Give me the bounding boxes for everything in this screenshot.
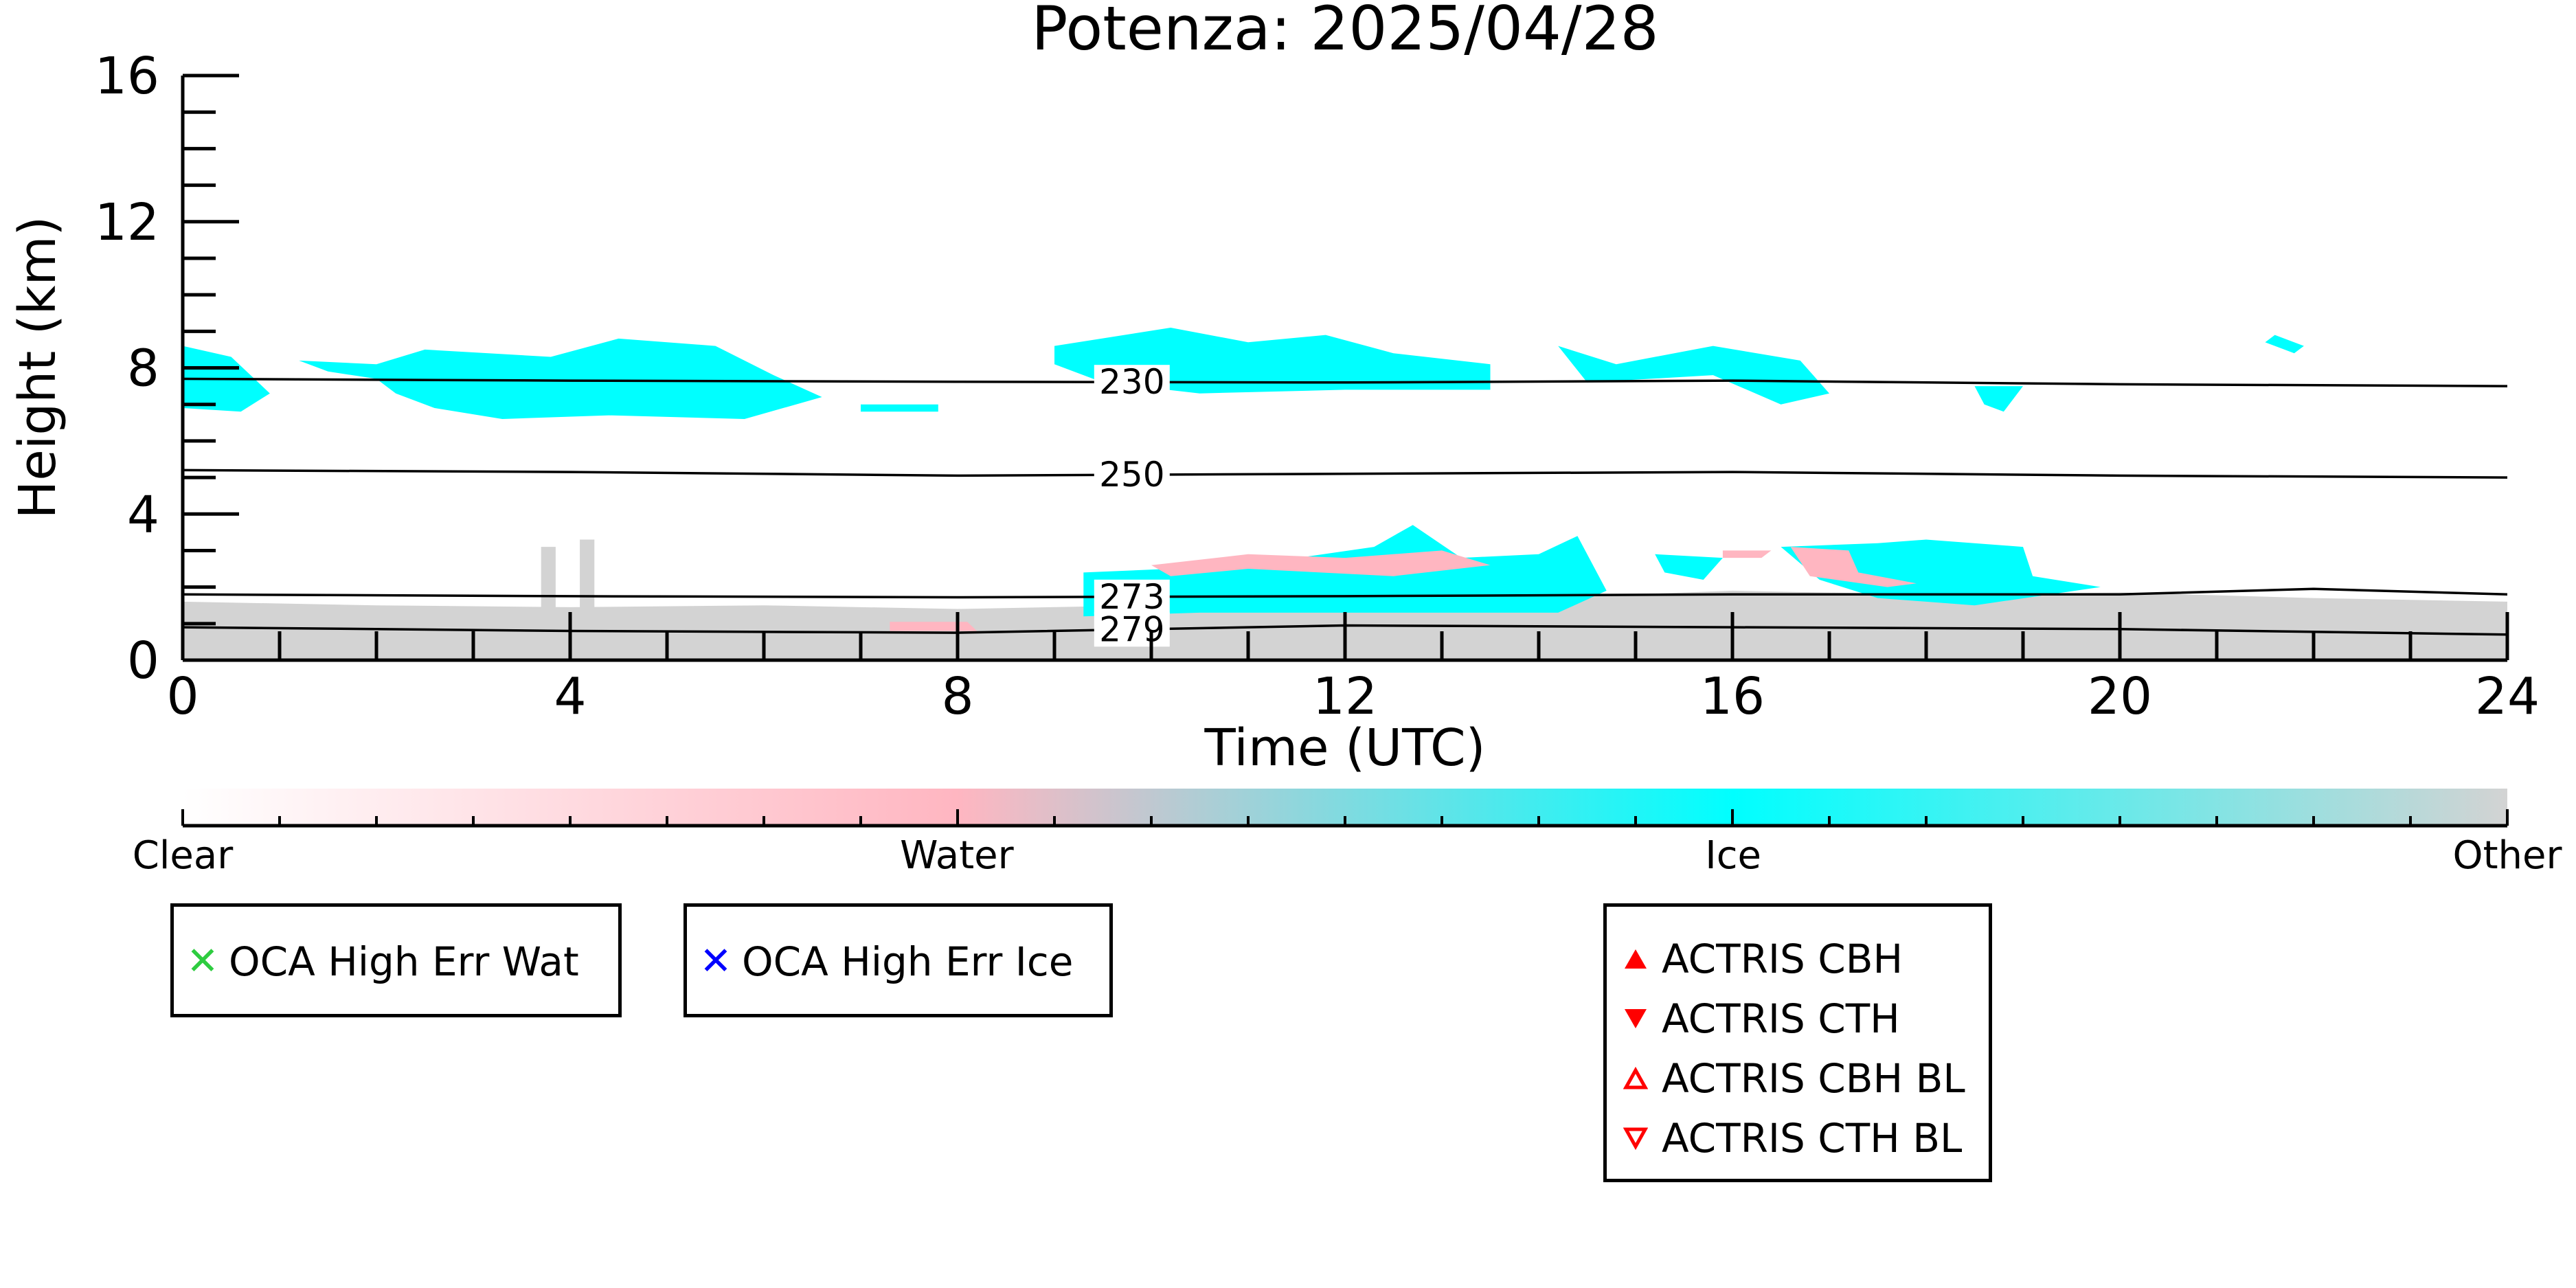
legend-label: OCA High Err Wat: [229, 938, 579, 985]
x-tick-label: 20: [2088, 667, 2152, 726]
colorbar: Clear Water Ice Other: [133, 789, 2562, 878]
chart-title: Potenza: 2025/04/28: [1031, 0, 1658, 64]
legend-label: ACTRIS CTH BL: [1662, 1115, 1963, 1162]
cross-marker-icon: ✕: [699, 939, 732, 984]
region-ice: [1781, 539, 2101, 606]
region-other: [580, 539, 595, 609]
cloud-mask-regions: [183, 328, 2507, 660]
legend-item-actris-cth: ACTRIS CTH: [1616, 995, 1900, 1042]
legend-item-oca-water: ✕ OCA High Err Wat: [183, 938, 579, 985]
y-tick-label: 12: [95, 193, 159, 252]
colorbar-label: Ice: [1705, 833, 1761, 878]
region-ice: [1558, 346, 1829, 405]
y-tick-label: 4: [127, 485, 159, 544]
region-water: [890, 622, 978, 631]
region-water: [1790, 547, 1917, 587]
region-ice: [861, 404, 938, 412]
contour-label: 230: [1099, 362, 1164, 402]
y-tick-label: 8: [127, 339, 159, 398]
contour-label-bg: [1094, 579, 1170, 614]
legend-item-actris-cth-bl: ACTRIS CTH BL: [1616, 1115, 1962, 1162]
triangle-up-icon: [1616, 947, 1655, 971]
contour-label-bg: [1094, 457, 1170, 493]
colorbar-label: Clear: [133, 833, 234, 878]
y-tick-label: 16: [95, 47, 159, 106]
contour-label-bg: [1094, 612, 1170, 647]
legend-label: ACTRIS CBH: [1662, 936, 1903, 982]
colorbar-label: Water: [900, 833, 1015, 878]
region-ice: [2265, 335, 2304, 354]
plot-area: [183, 328, 2507, 660]
region-ice: [1655, 554, 1723, 580]
legend-label: ACTRIS CTH: [1662, 995, 1900, 1042]
legend-actris: ACTRIS CBH ACTRIS CTH ACTRIS CBH BL ACTR…: [1603, 903, 1992, 1182]
contour-label: 279: [1099, 609, 1164, 649]
x-tick-label: 12: [1313, 667, 1377, 726]
region-ice: [299, 338, 822, 419]
axes: 0 4 8 12 16 20 24 0 4 8 12 16: [95, 47, 2540, 726]
contour-line: [183, 377, 2507, 387]
triangle-down-outline-icon: [1616, 1127, 1655, 1150]
y-tick-label: 0: [127, 631, 159, 690]
cross-marker-icon: ✕: [186, 939, 219, 984]
contour-label: 273: [1099, 577, 1164, 617]
x-tick-label: 0: [166, 667, 199, 726]
contour-label: 250: [1099, 455, 1164, 495]
x-tick-label: 24: [2475, 667, 2540, 726]
legend-label: ACTRIS CBH BL: [1662, 1055, 1965, 1102]
colorbar-label: Other: [2452, 833, 2562, 878]
contour-line: [183, 587, 2507, 599]
x-tick-label: 8: [941, 667, 973, 726]
legend-label: OCA High Err Ice: [742, 938, 1074, 985]
y-axis-label: Height (km): [8, 216, 67, 519]
legend-oca-ice: ✕ OCA High Err Ice: [683, 903, 1113, 1017]
legend-item-actris-cbh: ACTRIS CBH: [1616, 936, 1903, 982]
triangle-down-icon: [1616, 1007, 1655, 1030]
contour-line: [183, 468, 2507, 479]
x-tick-label: 4: [554, 667, 586, 726]
region-water: [1722, 550, 1772, 558]
contour-label-bg: [1094, 365, 1170, 400]
legend-item-oca-ice: ✕ OCA High Err Ice: [697, 938, 1074, 985]
region-ice: [1974, 386, 2023, 412]
x-axis-label: Time (UTC): [1204, 719, 1485, 778]
legend-oca-water: ✕ OCA High Err Wat: [170, 903, 622, 1017]
legend-item-actris-cbh-bl: ACTRIS CBH BL: [1616, 1055, 1965, 1102]
x-tick-label: 16: [1700, 667, 1765, 726]
region-other: [541, 547, 556, 609]
region-water: [1151, 550, 1491, 576]
triangle-up-outline-icon: [1616, 1067, 1655, 1090]
